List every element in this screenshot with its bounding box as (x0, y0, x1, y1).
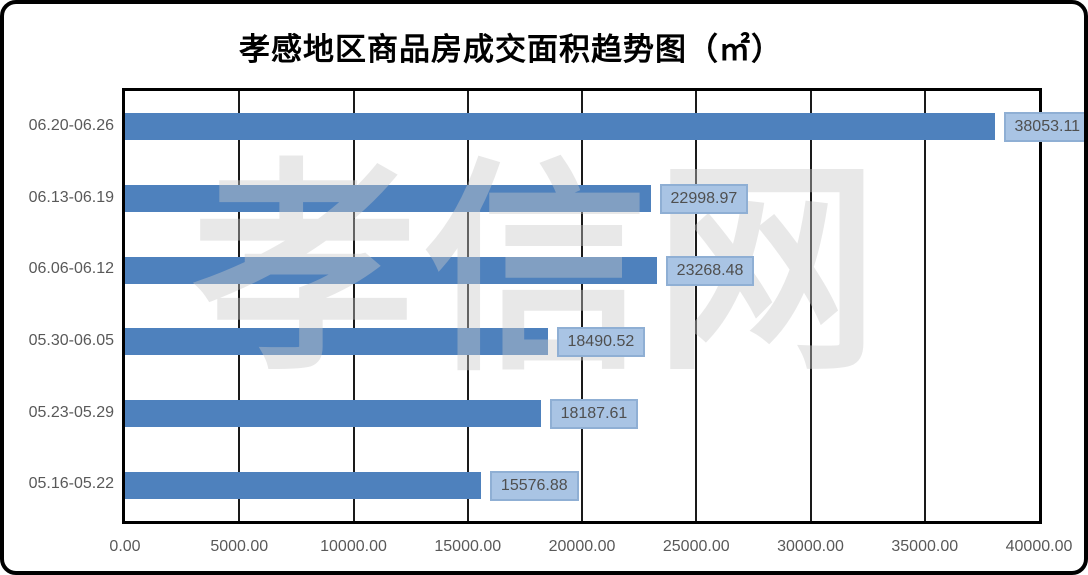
bar-06.06-06.12 (125, 256, 657, 284)
bar-value-label: 22998.97 (659, 184, 749, 214)
x-axis-tick-label: 10000.00 (320, 538, 387, 555)
x-axis-tick-label: 30000.00 (777, 538, 844, 555)
x-axis-tick-label: 15000.00 (434, 538, 502, 555)
bar-06.13-06.19 (125, 185, 651, 212)
bar-05.30-06.05 (125, 328, 548, 356)
x-axis-tick-label: 40000.00 (1005, 538, 1073, 555)
gridline (695, 91, 698, 521)
y-axis-category-label: 05.30-06.05 (28, 331, 114, 349)
y-axis-category-label: 06.20-06.26 (28, 116, 114, 134)
chart-title: 孝感地区商品房成交面积趋势图（㎡） (239, 32, 783, 67)
gridline (466, 91, 469, 521)
x-axis-tick-label: 5000.00 (210, 538, 269, 555)
bar-value-label: 15576.88 (489, 470, 579, 501)
bar-value-label: 18490.52 (556, 327, 646, 358)
y-axis-category-label: 05.16-05.22 (28, 475, 114, 493)
bar-06.20-06.26 (125, 113, 995, 141)
x-axis-tick-label: 0.00 (109, 538, 141, 555)
bar-value-label: 38053.11 (1003, 112, 1084, 143)
y-axis-category-label: 06.13-06.19 (28, 188, 114, 206)
bar-05.23-05.29 (125, 400, 541, 427)
gridline (238, 91, 241, 521)
gridline (581, 91, 583, 521)
x-axis-tick-label: 25000.00 (662, 538, 730, 555)
plot-area: 38053.11 06.20-06.26 22998.97 06.13-06.19 23… (29, 88, 1084, 555)
x-axis-tick-label: 35000.00 (891, 538, 959, 555)
gridline (809, 91, 812, 521)
bar-value-label: 18187.61 (549, 399, 639, 429)
bar-05.16-05.22 (125, 471, 481, 499)
gridline (352, 91, 355, 521)
gridline (923, 91, 926, 521)
y-axis-category-label: 05.23-05.29 (28, 403, 114, 421)
x-axis-tick-label: 20000.00 (548, 538, 616, 555)
bar-value-label: 23268.48 (665, 255, 755, 286)
y-axis-category-label: 06.06-06.12 (28, 260, 114, 278)
